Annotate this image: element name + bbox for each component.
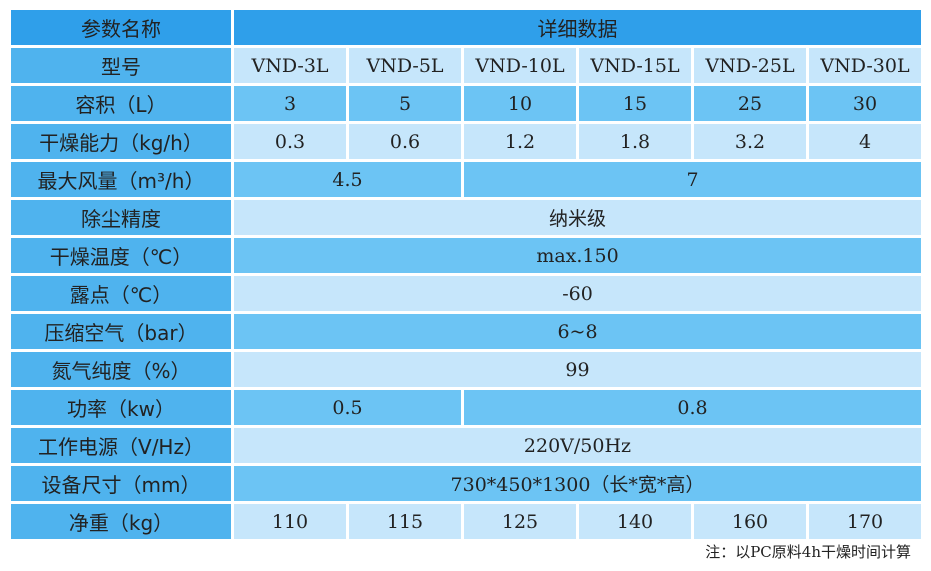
table-row: 压缩空气（bar） 6~8 — [11, 314, 921, 349]
value-cell: 4 — [809, 124, 921, 159]
value-cell: 0.3 — [234, 124, 346, 159]
value-cell: VND-25L — [694, 48, 806, 83]
header-cell: 参数名称 — [11, 10, 231, 45]
row-label: 露点（℃） — [11, 276, 231, 311]
table-row: 最大风量（m³/h） 4.5 7 — [11, 162, 921, 197]
table-row: 干燥温度（℃） max.150 — [11, 238, 921, 273]
value-cell: 730*450*1300（长*宽*高） — [234, 466, 921, 501]
value-cell: VND-3L — [234, 48, 346, 83]
value-cell: VND-15L — [579, 48, 691, 83]
spec-table-wrap: 参数名称 详细数据 型号 VND-3L VND-5L VND-10L VND-15L VND-… — [8, 7, 924, 542]
header-row: 参数名称 详细数据 — [11, 10, 921, 45]
value-cell: 3 — [234, 86, 346, 121]
row-label: 氮气纯度（%） — [11, 352, 231, 387]
row-label: 最大风量（m³/h） — [11, 162, 231, 197]
value-cell: 3.2 — [694, 124, 806, 159]
value-cell: 纳米级 — [234, 200, 921, 235]
row-label: 容积（L） — [11, 86, 231, 121]
table-row: 容积（L） 3 5 10 15 25 30 — [11, 86, 921, 121]
table-row: 工作电源（V/Hz） 220V/50Hz — [11, 428, 921, 463]
value-cell: 1.8 — [579, 124, 691, 159]
value-cell: 110 — [234, 504, 346, 539]
value-cell: 6~8 — [234, 314, 921, 349]
value-cell: 30 — [809, 86, 921, 121]
value-cell: 115 — [349, 504, 461, 539]
row-label: 功率（kw） — [11, 390, 231, 425]
row-label: 设备尺寸（mm） — [11, 466, 231, 501]
row-label: 工作电源（V/Hz） — [11, 428, 231, 463]
row-label: 干燥温度（℃） — [11, 238, 231, 273]
footnote: 注：以PC原料4h干燥时间计算 — [705, 543, 911, 561]
value-cell: max.150 — [234, 238, 921, 273]
table-row: 设备尺寸（mm） 730*450*1300（长*宽*高） — [11, 466, 921, 501]
value-cell: -60 — [234, 276, 921, 311]
table-row: 型号 VND-3L VND-5L VND-10L VND-15L VND-25L VND-3… — [11, 48, 921, 83]
row-label: 干燥能力（kg/h） — [11, 124, 231, 159]
value-cell: 140 — [579, 504, 691, 539]
row-label: 除尘精度 — [11, 200, 231, 235]
row-label: 压缩空气（bar） — [11, 314, 231, 349]
value-cell: VND-30L — [809, 48, 921, 83]
value-cell: 7 — [464, 162, 921, 197]
row-label: 净重（kg） — [11, 504, 231, 539]
row-label: 型号 — [11, 48, 231, 83]
header-cell: 详细数据 — [234, 10, 921, 45]
value-cell: 10 — [464, 86, 576, 121]
table-row: 净重（kg） 110 115 125 140 160 170 — [11, 504, 921, 539]
value-cell: 4.5 — [234, 162, 461, 197]
value-cell: 170 — [809, 504, 921, 539]
value-cell: 1.2 — [464, 124, 576, 159]
value-cell: 15 — [579, 86, 691, 121]
table-row: 氮气纯度（%） 99 — [11, 352, 921, 387]
value-cell: 0.8 — [464, 390, 921, 425]
value-cell: 160 — [694, 504, 806, 539]
spec-table: 参数名称 详细数据 型号 VND-3L VND-5L VND-10L VND-15L VND-… — [8, 7, 924, 542]
table-row: 功率（kw） 0.5 0.8 — [11, 390, 921, 425]
table-row: 露点（℃） -60 — [11, 276, 921, 311]
value-cell: VND-5L — [349, 48, 461, 83]
value-cell: 5 — [349, 86, 461, 121]
value-cell: 220V/50Hz — [234, 428, 921, 463]
value-cell: 99 — [234, 352, 921, 387]
table-row: 除尘精度 纳米级 — [11, 200, 921, 235]
value-cell: 0.6 — [349, 124, 461, 159]
value-cell: 125 — [464, 504, 576, 539]
table-row: 干燥能力（kg/h） 0.3 0.6 1.2 1.8 3.2 4 — [11, 124, 921, 159]
value-cell: 0.5 — [234, 390, 461, 425]
value-cell: VND-10L — [464, 48, 576, 83]
value-cell: 25 — [694, 86, 806, 121]
